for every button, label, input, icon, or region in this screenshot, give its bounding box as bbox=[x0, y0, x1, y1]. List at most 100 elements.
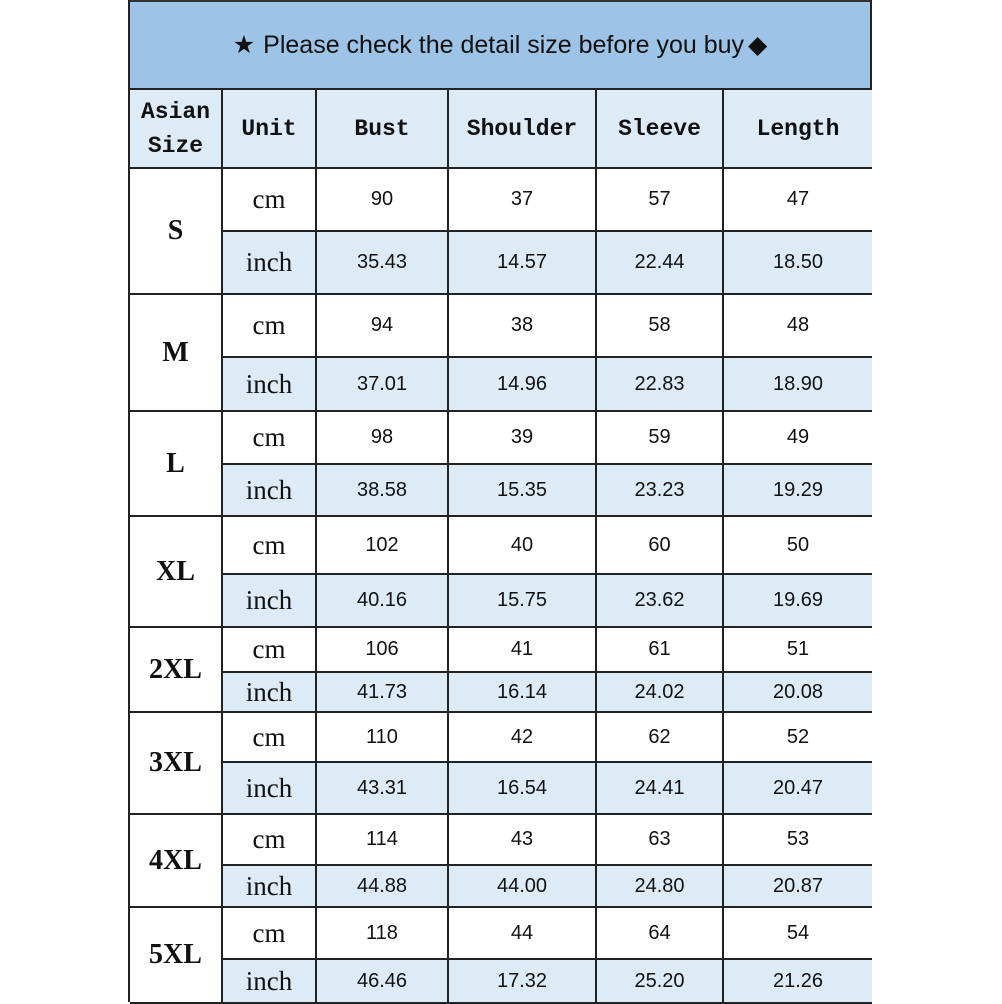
value-cm-text: 43 bbox=[510, 828, 534, 850]
value-inch-text: 21.26 bbox=[772, 969, 824, 992]
value-cm: 42 bbox=[449, 713, 597, 763]
value-inch-text: 17.32 bbox=[496, 969, 548, 992]
value-cm: 60 bbox=[597, 517, 724, 575]
unit-inch: inch bbox=[223, 866, 317, 908]
value-inch-text: 20.47 bbox=[772, 776, 824, 799]
unit-cm: cm bbox=[223, 815, 317, 866]
value-cm: 54 bbox=[724, 908, 872, 960]
header-5: Length bbox=[724, 90, 872, 169]
value-inch-text: 19.69 bbox=[772, 589, 824, 611]
unit-inch: inch bbox=[223, 960, 317, 1004]
value-cm-text: 44 bbox=[510, 921, 534, 944]
value-inch-text: 25.20 bbox=[634, 969, 685, 992]
unit-cm: cm bbox=[223, 628, 317, 673]
unit-inch: inch bbox=[223, 673, 317, 713]
value-cm: 118 bbox=[317, 908, 449, 960]
value-inch-text: 22.83 bbox=[634, 372, 685, 395]
banner: ★ Please check the detail size before yo… bbox=[130, 0, 870, 90]
value-cm-text: 52 bbox=[786, 725, 810, 748]
value-cm: 40 bbox=[449, 517, 597, 575]
unit-inch: inch bbox=[223, 358, 317, 412]
value-inch-text: 44.00 bbox=[496, 874, 548, 897]
banner-text: Please check the detail size before you … bbox=[263, 30, 745, 59]
value-cm: 98 bbox=[317, 412, 449, 465]
value-cm: 61 bbox=[597, 628, 724, 673]
header-2-text: Bust bbox=[354, 115, 410, 142]
header-0-text: Asian Size bbox=[140, 98, 210, 159]
value-inch-text: 35.43 bbox=[356, 251, 408, 273]
value-inch-text: 16.14 bbox=[496, 680, 548, 703]
value-cm: 37 bbox=[449, 169, 597, 232]
size-chart: ★ Please check the detail size before yo… bbox=[128, 0, 872, 1004]
value-inch-text: 16.54 bbox=[496, 776, 548, 799]
value-cm: 51 bbox=[724, 628, 872, 673]
value-inch: 16.54 bbox=[449, 763, 597, 815]
value-inch: 37.01 bbox=[317, 358, 449, 412]
value-inch-text: 24.02 bbox=[634, 680, 685, 703]
unit-inch: inch bbox=[223, 763, 317, 815]
value-cm-text: 57 bbox=[648, 188, 671, 210]
unit-cm-text: cm bbox=[252, 634, 286, 664]
value-cm: 63 bbox=[597, 815, 724, 866]
value-cm: 94 bbox=[317, 295, 449, 358]
value-inch: 19.29 bbox=[724, 465, 872, 517]
unit-inch-text: inch bbox=[245, 585, 293, 615]
unit-inch: inch bbox=[223, 575, 317, 628]
value-inch: 44.00 bbox=[449, 866, 597, 908]
unit-cm-text: cm bbox=[252, 917, 286, 948]
value-cm: 44 bbox=[449, 908, 597, 960]
unit-cm: cm bbox=[223, 517, 317, 575]
value-inch: 24.41 bbox=[597, 763, 724, 815]
size-label-text: M bbox=[162, 336, 189, 368]
value-inch: 43.31 bbox=[317, 763, 449, 815]
value-cm-text: 38 bbox=[510, 314, 534, 336]
unit-cm: cm bbox=[223, 295, 317, 358]
header-1: Unit bbox=[223, 90, 317, 169]
unit-cm-text: cm bbox=[252, 310, 286, 340]
value-inch: 19.69 bbox=[724, 575, 872, 628]
header-3: Shoulder bbox=[449, 90, 597, 169]
value-cm-text: 58 bbox=[648, 314, 671, 336]
value-inch-text: 14.96 bbox=[496, 372, 548, 395]
value-cm: 62 bbox=[597, 713, 724, 763]
value-cm-text: 41 bbox=[510, 638, 534, 660]
value-cm-text: 54 bbox=[786, 921, 810, 944]
unit-inch-text: inch bbox=[245, 247, 293, 277]
value-cm-text: 51 bbox=[786, 638, 810, 660]
value-cm: 53 bbox=[724, 815, 872, 866]
size-label-text: 5XL bbox=[149, 939, 202, 970]
value-inch-text: 15.75 bbox=[496, 589, 548, 611]
value-inch-text: 20.87 bbox=[772, 874, 824, 897]
unit-inch-text: inch bbox=[245, 676, 293, 707]
unit-inch: inch bbox=[223, 465, 317, 517]
value-inch-text: 23.23 bbox=[634, 478, 685, 501]
value-cm: 64 bbox=[597, 908, 724, 960]
value-cm-text: 110 bbox=[366, 725, 398, 748]
unit-cm: cm bbox=[223, 713, 317, 763]
value-inch: 14.57 bbox=[449, 232, 597, 295]
value-cm-text: 42 bbox=[510, 725, 534, 748]
size-label: 2XL bbox=[130, 628, 223, 713]
value-inch: 23.62 bbox=[597, 575, 724, 628]
header-2: Bust bbox=[317, 90, 449, 169]
value-inch: 44.88 bbox=[317, 866, 449, 908]
value-cm-text: 53 bbox=[786, 828, 810, 850]
value-inch-text: 20.08 bbox=[772, 680, 824, 703]
value-inch: 18.90 bbox=[724, 358, 872, 412]
value-inch-text: 18.50 bbox=[772, 251, 824, 273]
value-cm-text: 39 bbox=[510, 426, 534, 448]
value-inch: 25.20 bbox=[597, 960, 724, 1004]
size-label: 3XL bbox=[130, 713, 223, 815]
unit-inch-text: inch bbox=[245, 965, 293, 996]
value-cm-text: 106 bbox=[365, 638, 399, 660]
value-inch-text: 44.88 bbox=[356, 874, 408, 897]
value-cm: 47 bbox=[724, 169, 872, 232]
value-cm-text: 40 bbox=[510, 533, 534, 556]
value-inch-text: 38.58 bbox=[356, 478, 408, 501]
value-cm: 38 bbox=[449, 295, 597, 358]
value-inch-text: 23.62 bbox=[634, 589, 685, 611]
value-inch: 21.26 bbox=[724, 960, 872, 1004]
value-cm: 57 bbox=[597, 169, 724, 232]
size-label-text: 2XL bbox=[149, 653, 202, 685]
value-inch-text: 14.57 bbox=[496, 251, 548, 273]
